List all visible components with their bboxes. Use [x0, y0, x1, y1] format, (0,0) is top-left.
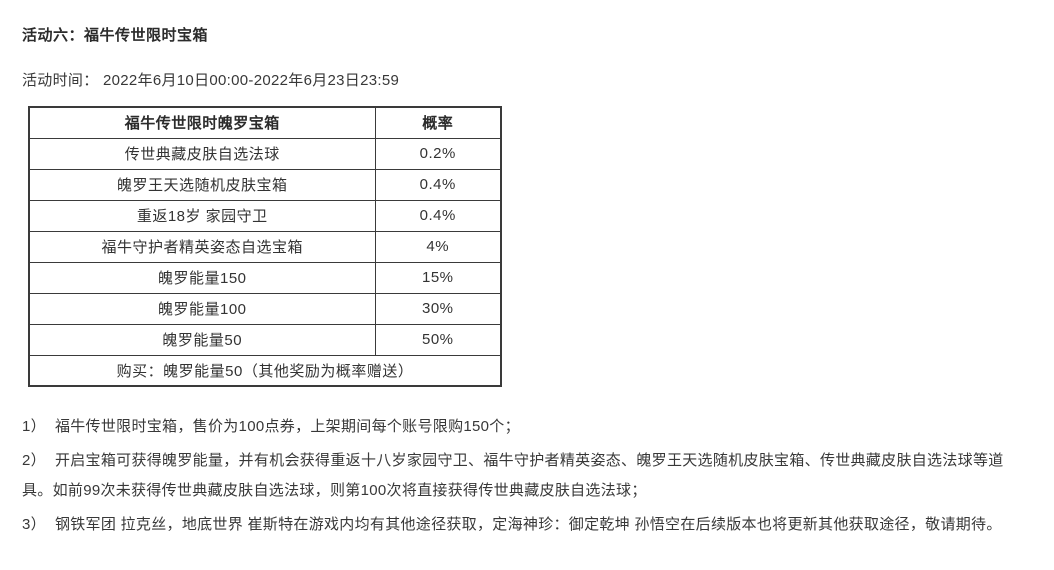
- event-announcement-document: 活动六：福牛传世限时宝箱 活动时间： 2022年6月10日00:00-2022年…: [22, 27, 1034, 540]
- note-item-1: 1） 福牛传世限时宝箱，售价为100点券，上架期间每个账号限购150个；: [22, 412, 1034, 442]
- reward-probability: 15%: [374, 261, 502, 294]
- reward-probability: 0.2%: [374, 137, 502, 170]
- reward-item: 魄罗能量150: [28, 261, 376, 294]
- item-column-header: 福牛传世限时魄罗宝箱: [28, 106, 376, 139]
- probability-table: 福牛传世限时魄罗宝箱 概率 传世典藏皮肤自选法球 0.2% 魄罗王天选随机皮肤宝…: [28, 106, 502, 387]
- reward-item: 重返18岁 家园守卫: [28, 199, 376, 232]
- reward-probability: 0.4%: [374, 168, 502, 201]
- table-row: 传世典藏皮肤自选法球 0.2%: [28, 137, 502, 170]
- note-item-2: 2） 开启宝箱可获得魄罗能量，并有机会获得重返十八岁家园守卫、福牛守护者精英姿态、…: [22, 446, 1034, 506]
- purchase-note: 购买：魄罗能量50（其他奖励为概率赠送）: [28, 354, 502, 387]
- table-row: 魄罗能量50 50%: [28, 323, 502, 356]
- table-header-row: 福牛传世限时魄罗宝箱 概率: [28, 106, 502, 139]
- page-title: 活动六：福牛传世限时宝箱: [22, 27, 209, 44]
- table-row: 魄罗能量150 15%: [28, 261, 502, 294]
- note-item-3: 3） 钢铁军团 拉克丝，地底世界 崔斯特在游戏内均有其他途径获取，定海神珍：御定乾…: [22, 510, 1034, 540]
- reward-item: 传世典藏皮肤自选法球: [28, 137, 376, 170]
- note-text: 福牛传世限时宝箱，售价为100点券，上架期间每个账号限购150个；: [54, 418, 520, 435]
- note-text: 钢铁军团 拉克丝，地底世界 崔斯特在游戏内均有其他途径获取，定海神珍：御定乾坤 …: [54, 516, 1002, 533]
- event-time: 活动时间： 2022年6月10日00:00-2022年6月23日23:59: [22, 72, 400, 89]
- probability-column-header: 概率: [374, 106, 502, 139]
- reward-probability: 0.4%: [374, 199, 502, 232]
- reward-item: 魄罗王天选随机皮肤宝箱: [28, 168, 376, 201]
- note-number: 3）: [22, 516, 46, 533]
- table-row: 福牛守护者精英姿态自选宝箱 4%: [28, 230, 502, 263]
- table-row: 魄罗王天选随机皮肤宝箱 0.4%: [28, 168, 502, 201]
- table-footer-row: 购买：魄罗能量50（其他奖励为概率赠送）: [28, 354, 502, 387]
- table-row: 魄罗能量100 30%: [28, 292, 502, 325]
- reward-item: 福牛守护者精英姿态自选宝箱: [28, 230, 376, 263]
- reward-probability: 4%: [374, 230, 502, 263]
- table-row: 重返18岁 家园守卫 0.4%: [28, 199, 502, 232]
- notes-section: 1） 福牛传世限时宝箱，售价为100点券，上架期间每个账号限购150个； 2） 开启…: [22, 412, 1034, 540]
- reward-probability: 30%: [374, 292, 502, 325]
- note-text: 开启宝箱可获得魄罗能量，并有机会获得重返十八岁家园守卫、福牛守护者精英姿态、魄罗…: [22, 452, 1004, 499]
- note-number: 1）: [22, 418, 46, 435]
- reward-probability: 50%: [374, 323, 502, 356]
- reward-item: 魄罗能量100: [28, 292, 376, 325]
- reward-item: 魄罗能量50: [28, 323, 376, 356]
- note-number: 2）: [22, 452, 46, 469]
